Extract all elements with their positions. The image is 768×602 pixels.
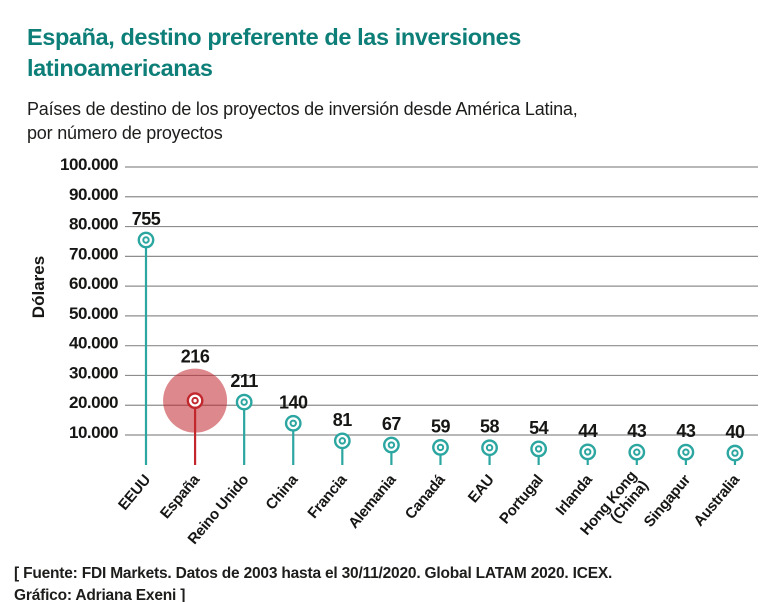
lollipop-marker-dot-reino-unido [240, 398, 248, 406]
category-label-francia: Francia [304, 471, 351, 522]
y-tick-label: 40.000 [69, 334, 118, 353]
y-tick-label: 60.000 [69, 274, 118, 293]
lollipop-marker-dot-singapur [682, 448, 690, 456]
y-tick-label: 50.000 [69, 304, 118, 323]
category-label-canad: Canadá [402, 471, 449, 523]
y-tick-label: 20.000 [69, 393, 118, 412]
y-axis-title: Dólares [29, 256, 48, 318]
category-label-portugal: Portugal [496, 472, 547, 528]
page-title-line-1: España, destino preferente de las invers… [27, 23, 521, 50]
value-label-china: 140 [279, 392, 308, 412]
value-label-reino-unido: 211 [230, 371, 258, 391]
y-tick-label: 100.000 [60, 155, 118, 174]
lollipop-marker-dot-china [289, 419, 297, 427]
value-label-francia: 81 [333, 410, 353, 430]
chart-subtitle: Países de destino de los proyectos de in… [27, 97, 727, 146]
source-note-line-2: Gráfico: Adriana Exeni ] [14, 586, 186, 602]
lollipop-marker-dot-irlanda [584, 448, 592, 456]
category-label-singapur: Singapur [641, 471, 695, 530]
category-label-alemania: Alemania [345, 471, 400, 532]
lollipop-marker-dot-canad [436, 443, 445, 452]
lollipop-marker-dot-francia [338, 437, 347, 445]
y-tick-label: 90.000 [69, 185, 118, 204]
value-label-eeuu: 755 [132, 209, 161, 229]
value-label-australia: 40 [725, 422, 745, 442]
lollipop-marker-dot-hong-kong-china [633, 448, 641, 456]
chart-subtitle-line-1: Países de destino de los proyectos de in… [27, 99, 578, 119]
category-label-eau: EAU [465, 472, 498, 507]
source-note-line-1: [ Fuente: FDI Markets. Datos de 2003 has… [14, 564, 613, 582]
value-label-irlanda: 44 [578, 421, 598, 441]
lollipop-marker-dot-eau [485, 444, 494, 452]
chart-subtitle-line-2: por número de proyectos [27, 123, 223, 144]
lollipop-marker-dot-eeuu [142, 236, 150, 244]
page-title: España, destino preferente de las invers… [27, 22, 667, 84]
source-note: [ Fuente: FDI Markets. Datos de 2003 has… [14, 563, 754, 602]
lollipop-marker-dot-portugal [534, 445, 543, 453]
y-tick-label: 70.000 [69, 244, 118, 263]
category-label-australia: Australia [690, 471, 743, 530]
value-label-espa-a: 216 [181, 347, 210, 367]
y-tick-label: 80.000 [69, 215, 118, 234]
lollipop-marker-dot-australia [731, 449, 739, 457]
value-label-portugal: 54 [529, 418, 549, 438]
value-label-singapur: 43 [676, 421, 696, 441]
lollipop-marker-dot-alemania [387, 441, 396, 449]
category-label-eeuu: EEUU [115, 472, 154, 514]
lollipop-marker-dot-espa-a [191, 396, 199, 405]
category-label-china: China [262, 471, 301, 513]
value-label-alemania: 67 [382, 414, 402, 434]
value-label-canad: 59 [431, 416, 451, 436]
category-label-espa-a: España [157, 471, 204, 522]
page-title-line-2: latinoamericanas [27, 54, 213, 81]
y-tick-label: 10.000 [69, 423, 118, 442]
y-tick-label: 30.000 [69, 363, 118, 382]
value-label-hong-kong-china: 43 [627, 421, 647, 441]
value-label-eau: 58 [480, 417, 500, 437]
